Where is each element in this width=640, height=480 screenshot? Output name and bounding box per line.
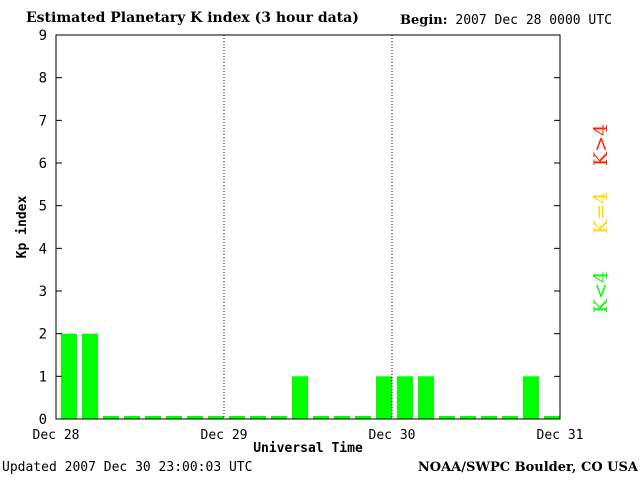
y-tick-label: 5: [39, 199, 47, 215]
kp-bar: [481, 416, 497, 419]
y-axis-label: Kp index: [15, 196, 30, 259]
kp-bar: [334, 416, 350, 419]
x-tick-label: Dec 29: [201, 428, 248, 443]
kp-bar: [397, 376, 413, 419]
x-axis-label: Universal Time: [253, 441, 363, 456]
begin-value: 2007 Dec 28 0000 UTC: [455, 13, 612, 28]
y-axis-ticks: 0 1 2 3 4 5 6 7 8 9: [39, 28, 560, 428]
kp-bar: [82, 333, 98, 419]
kp-bar: [124, 416, 140, 419]
kp-bar: [271, 416, 287, 419]
kp-bar: [250, 416, 266, 419]
kp-bar: [145, 416, 161, 419]
kp-bar: [187, 416, 203, 419]
y-tick-label: 9: [39, 28, 47, 44]
y-tick-label: 2: [39, 327, 47, 343]
y-tick-label: 8: [39, 71, 47, 87]
kp-bar: [103, 416, 119, 419]
legend-label: K=4: [590, 192, 612, 234]
updated-info: Updated 2007 Dec 30 23:00:03 UTC: [2, 460, 252, 475]
legend-label: K<4: [590, 271, 612, 313]
x-axis-ticks: Dec 28 Dec 29 Dec 30 Dec 31: [33, 428, 584, 443]
x-tick-label: Dec 31: [537, 428, 584, 443]
kp-bar: [502, 416, 518, 419]
kp-bar: [439, 416, 455, 419]
y-tick-label: 0: [39, 412, 47, 428]
kp-bar: [418, 376, 434, 419]
kp-bar: [460, 416, 476, 419]
kp-bar: [229, 416, 245, 419]
x-tick-label: Dec 28: [33, 428, 80, 443]
day-separators: [223, 35, 393, 419]
legend: K<4 K=4 K>4: [590, 124, 612, 313]
plot-frame: [55, 34, 561, 420]
kp-bar: [355, 416, 371, 419]
kp-bar: [166, 416, 182, 419]
kp-bar: [313, 416, 329, 419]
begin-info: Begin: 2007 Dec 28 0000 UTC: [400, 13, 612, 28]
begin-label: Begin:: [400, 13, 448, 28]
kp-bar: [523, 376, 539, 419]
kp-bar: [61, 333, 77, 419]
bar-group: [61, 333, 560, 419]
kp-bar: [544, 416, 560, 419]
y-tick-label: 7: [39, 113, 47, 129]
kp-bar: [292, 376, 308, 419]
chart-title: Estimated Planetary K index (3 hour data…: [26, 10, 359, 26]
updated-label: Updated: [2, 460, 57, 475]
y-tick-label: 6: [39, 156, 47, 172]
kp-bar: [208, 416, 224, 419]
credit-text: NOAA/SWPC Boulder, CO USA: [417, 460, 638, 475]
x-tick-label: Dec 30: [369, 428, 416, 443]
kp-bar: [376, 376, 392, 419]
updated-value: 2007 Dec 30 23:00:03 UTC: [64, 460, 253, 475]
y-tick-label: 3: [39, 284, 47, 300]
legend-label: K>4: [590, 124, 612, 166]
y-tick-label: 4: [39, 241, 47, 257]
y-tick-label: 1: [39, 369, 47, 385]
